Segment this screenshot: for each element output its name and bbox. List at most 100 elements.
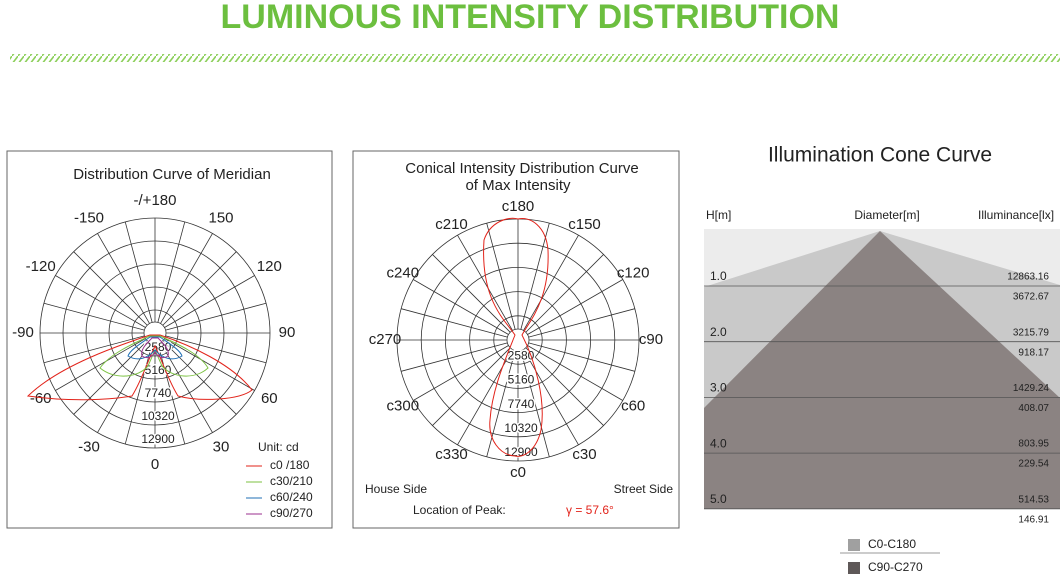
ring-label: 2580 [508, 348, 535, 362]
angle-label: 150 [208, 210, 233, 227]
curve [26, 334, 253, 401]
spoke [162, 340, 237, 415]
curve [99, 335, 209, 377]
angle-label: c90 [639, 331, 663, 348]
spoke [523, 235, 579, 331]
polar-grid: c180 c150 c120 c90 c60 c30 c0 c330 c300 c270 c240 c… [369, 198, 663, 481]
spoke [527, 345, 623, 401]
angle-label: c330 [435, 446, 468, 463]
angle-label: -90 [12, 324, 34, 341]
spoke [160, 233, 213, 324]
unit-label: Unit: cd [258, 440, 299, 454]
panel-title: Conical Intensity Distribution Curve [405, 160, 638, 177]
ring-label: 12900 [141, 432, 175, 446]
column-header: Diameter[m] [854, 208, 919, 222]
panel [352, 150, 680, 529]
spoke [413, 345, 509, 401]
panel-title: of Max Intensity [465, 177, 571, 194]
ring-label: 7740 [145, 386, 172, 400]
illuminance: 918.17 [1018, 347, 1049, 358]
angle-label: c120 [617, 264, 650, 281]
illuminance: 3672.67 [1013, 292, 1050, 303]
legend: c0 /180 c30/210 c60/240 c90/270 [246, 458, 313, 520]
spoke [520, 350, 550, 457]
spoke [401, 342, 508, 372]
legend-swatch [848, 562, 860, 574]
spoke [486, 223, 516, 330]
spoke [55, 338, 146, 391]
spoke [73, 340, 148, 415]
spoke [164, 275, 255, 328]
column-header: Illuminance[lx] [978, 208, 1054, 222]
ring-label: 10320 [504, 421, 538, 435]
spoke [124, 343, 153, 445]
height-label: 3.0 [710, 381, 727, 395]
panel-title: Illumination Cone Curve [768, 144, 992, 167]
height-label: 5.0 [710, 492, 727, 506]
column-header: H[m] [706, 208, 731, 222]
spoke [73, 251, 148, 326]
spoke [124, 221, 153, 323]
spoke [432, 254, 511, 333]
angle-label: -60 [30, 390, 52, 407]
legend-label: c60/240 [270, 490, 313, 504]
angle-label: -/+180 [134, 192, 177, 209]
spoke [413, 279, 509, 335]
cone-c90 [704, 231, 1060, 509]
spoke [432, 347, 511, 426]
spoke [160, 342, 213, 433]
spoke [525, 254, 604, 333]
peak-value: γ = 57.6° [566, 503, 614, 517]
spoke [97, 233, 150, 324]
spoke [157, 221, 186, 323]
legend-label: C90-C270 [868, 560, 923, 574]
angle-label: c240 [387, 264, 420, 281]
polar-grid: -/+180 150 120 90 60 30 0 -30 -60 -90 -120 -150 2580… [12, 192, 295, 473]
angle-label: -30 [78, 438, 100, 455]
ring-label: 2580 [145, 340, 172, 354]
legend-swatch [848, 539, 860, 551]
curve [127, 336, 183, 360]
illuminance: 803.95 [1018, 439, 1049, 450]
angle-label: 0 [151, 456, 159, 473]
spoke [525, 347, 604, 426]
angle-label: -120 [26, 258, 56, 275]
side-label: House Side [365, 482, 427, 496]
spoke [457, 235, 513, 331]
legend: C0-C180 C90-C270 [848, 537, 923, 574]
ring-label: 5160 [508, 373, 535, 387]
spoke [486, 350, 516, 457]
spoke [528, 308, 635, 338]
illuminance: 3215.79 [1013, 327, 1050, 338]
spoke [520, 223, 550, 330]
spoke [162, 251, 237, 326]
illuminance: 229.54 [1018, 459, 1049, 470]
height-label: 1.0 [710, 269, 727, 283]
illuminance: 12863.16 [1007, 272, 1049, 283]
angle-label: c180 [502, 198, 535, 215]
illuminance: 146.91 [1018, 514, 1049, 525]
spoke [157, 343, 186, 445]
legend-label: c0 /180 [270, 458, 310, 472]
spoke [527, 279, 623, 335]
page-title: LUMINOUS INTENSITY DISTRIBUTION [221, 0, 840, 36]
spoke [43, 302, 145, 331]
panel [6, 150, 333, 529]
spoke [164, 338, 255, 391]
angle-label: 30 [213, 438, 230, 455]
spoke [523, 349, 579, 445]
legend-label: c30/210 [270, 474, 313, 488]
angle-label: 120 [257, 258, 282, 275]
ring-label: 10320 [141, 409, 175, 423]
height-label: 4.0 [710, 436, 727, 450]
spoke [165, 335, 267, 364]
spoke [528, 342, 635, 372]
side-label: Street Side [614, 482, 674, 496]
illuminance: 514.53 [1018, 494, 1049, 505]
height-label: 2.0 [710, 325, 727, 339]
spoke [55, 275, 146, 328]
angle-label: c300 [387, 397, 420, 414]
ring-label: 7740 [508, 397, 535, 411]
spoke [165, 302, 267, 331]
